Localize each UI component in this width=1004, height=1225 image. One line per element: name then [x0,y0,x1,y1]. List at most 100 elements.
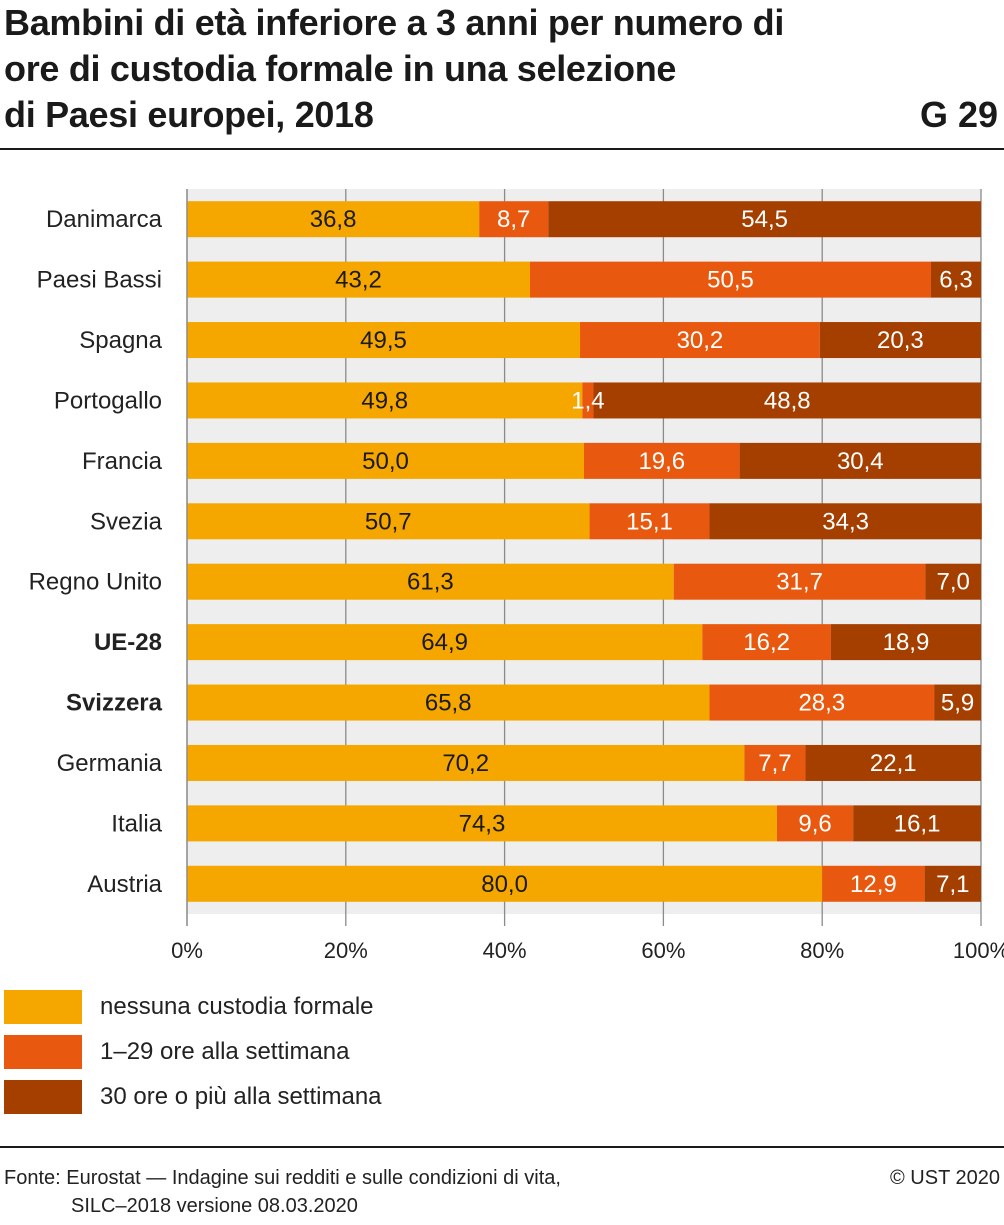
data-label: 19,6 [638,448,685,475]
category-label: Paesi Bassi [37,267,162,294]
category-label: Portogallo [54,387,162,414]
bar-segment [776,805,854,842]
chart-number: G 29 [919,94,998,135]
legend-swatch-1-29-hours [4,1035,82,1069]
legend-item-1-29-hours: 1–29 ore alla settimana [4,1035,524,1069]
data-label: 50,5 [707,267,754,294]
bar-segment [187,382,583,419]
category-label: Germania [57,750,163,777]
data-label: 18,9 [883,629,930,656]
data-label: 70,2 [442,750,489,777]
data-label: 20,3 [877,327,924,354]
x-tick-label: 100% [953,938,1004,963]
source-note: Fonte: Eurostat — Indagine sui redditi e… [4,1164,561,1220]
data-label: 22,1 [870,750,917,777]
data-label: 43,2 [335,267,382,294]
category-label: Spagna [79,327,162,354]
chart-title-line: Bambini di età inferiore a 3 anni per nu… [4,2,785,43]
category-label: Italia [111,810,162,837]
bar-segment [589,503,710,540]
bar-segment [805,744,981,781]
data-label: 54,5 [741,206,788,233]
data-label: 64,9 [421,629,468,656]
data-label: 7,7 [758,750,791,777]
data-label: 48,8 [764,387,811,414]
bar-segment [702,624,831,661]
chart-title-line: ore di custodia formale in una selezione [4,48,677,89]
data-label: 65,8 [425,690,472,717]
bar-segment [548,201,981,238]
source-line: Fonte: Eurostat — Indagine sui redditi e… [4,1167,561,1189]
bar-segment [187,563,674,600]
data-label: 74,3 [459,810,506,837]
data-label: 61,3 [407,569,454,596]
bar-segment [739,442,981,479]
footer-divider [0,1146,1004,1148]
data-label: 8,7 [497,206,530,233]
data-label: 30,2 [677,327,724,354]
bar-segment [187,322,581,359]
x-tick-label: 80% [800,938,844,963]
legend-swatch-no-care [4,990,82,1024]
bar-segment [187,201,480,238]
bar-segment [819,322,981,359]
data-label: 16,2 [743,629,790,656]
x-tick-label: 0% [171,938,203,963]
data-label: 80,0 [481,871,528,898]
data-label: 28,3 [798,690,845,717]
bar-segment [584,442,740,479]
header-divider [0,148,1004,150]
data-label: 49,5 [360,327,407,354]
category-label: Regno Unito [29,569,162,596]
bar-segment [187,805,777,842]
data-label: 36,8 [310,206,357,233]
bar-segment [187,503,590,540]
bar-segment [924,865,981,902]
legend-item-30-plus-hours: 30 ore o più alla settimana [4,1080,524,1114]
bar-segment [830,624,981,661]
category-label: Danimarca [46,206,163,233]
bar-segment [187,261,531,298]
bar-segment [187,744,745,781]
data-label: 1,4 [571,387,604,414]
stacked-bar-chart: 0% 20% 40% 60% 80% 100% Danimarca 36,8 8,7 54,5 Pa… [29,189,1004,963]
data-label: 50,7 [365,508,412,535]
data-label: 50,0 [362,448,409,475]
data-label: 7,1 [936,871,969,898]
x-tick-label: 40% [483,938,527,963]
bar-segment [709,684,935,721]
data-label: 30,4 [837,448,884,475]
x-tick-label: 60% [641,938,685,963]
source-line: SILC–2018 versione 08.03.2020 [71,1195,358,1217]
data-label: 34,3 [822,508,869,535]
legend-item-no-care: nessuna custodia formale [4,990,524,1024]
data-label: 7,0 [937,569,970,596]
legend-label-no-care: nessuna custodia formale [100,993,374,1020]
bar-segment [822,865,925,902]
bar-segment [187,442,584,479]
chart-title: Bambini di età inferiore a 3 anni per nu… [4,0,864,138]
data-label: 9,6 [798,810,831,837]
bar-segment [187,684,710,721]
bar-segment [530,261,931,298]
bar-segment [930,261,981,298]
copyright: © UST 2020 [890,1167,1000,1189]
bar-segment [709,503,982,540]
category-label: Svizzera [66,690,163,717]
plot-area [187,189,981,914]
bar-segment [744,744,806,781]
bar-segment [187,865,823,902]
data-label: 5,9 [941,690,974,717]
data-label: 16,1 [894,810,941,837]
data-label: 31,7 [776,569,823,596]
chart-title-line: di Paesi europei, 2018 [4,94,374,135]
data-label: 49,8 [361,387,408,414]
bar-segment [593,382,981,419]
bar-segment [934,684,981,721]
legend-label-1-29-hours: 1–29 ore alla settimana [100,1038,350,1065]
bar-segment [479,201,549,238]
category-label: Francia [82,448,163,475]
legend-label-30-plus-hours: 30 ore o più alla settimana [100,1083,382,1110]
category-label: UE-28 [94,629,162,656]
bar-segment [582,382,594,419]
